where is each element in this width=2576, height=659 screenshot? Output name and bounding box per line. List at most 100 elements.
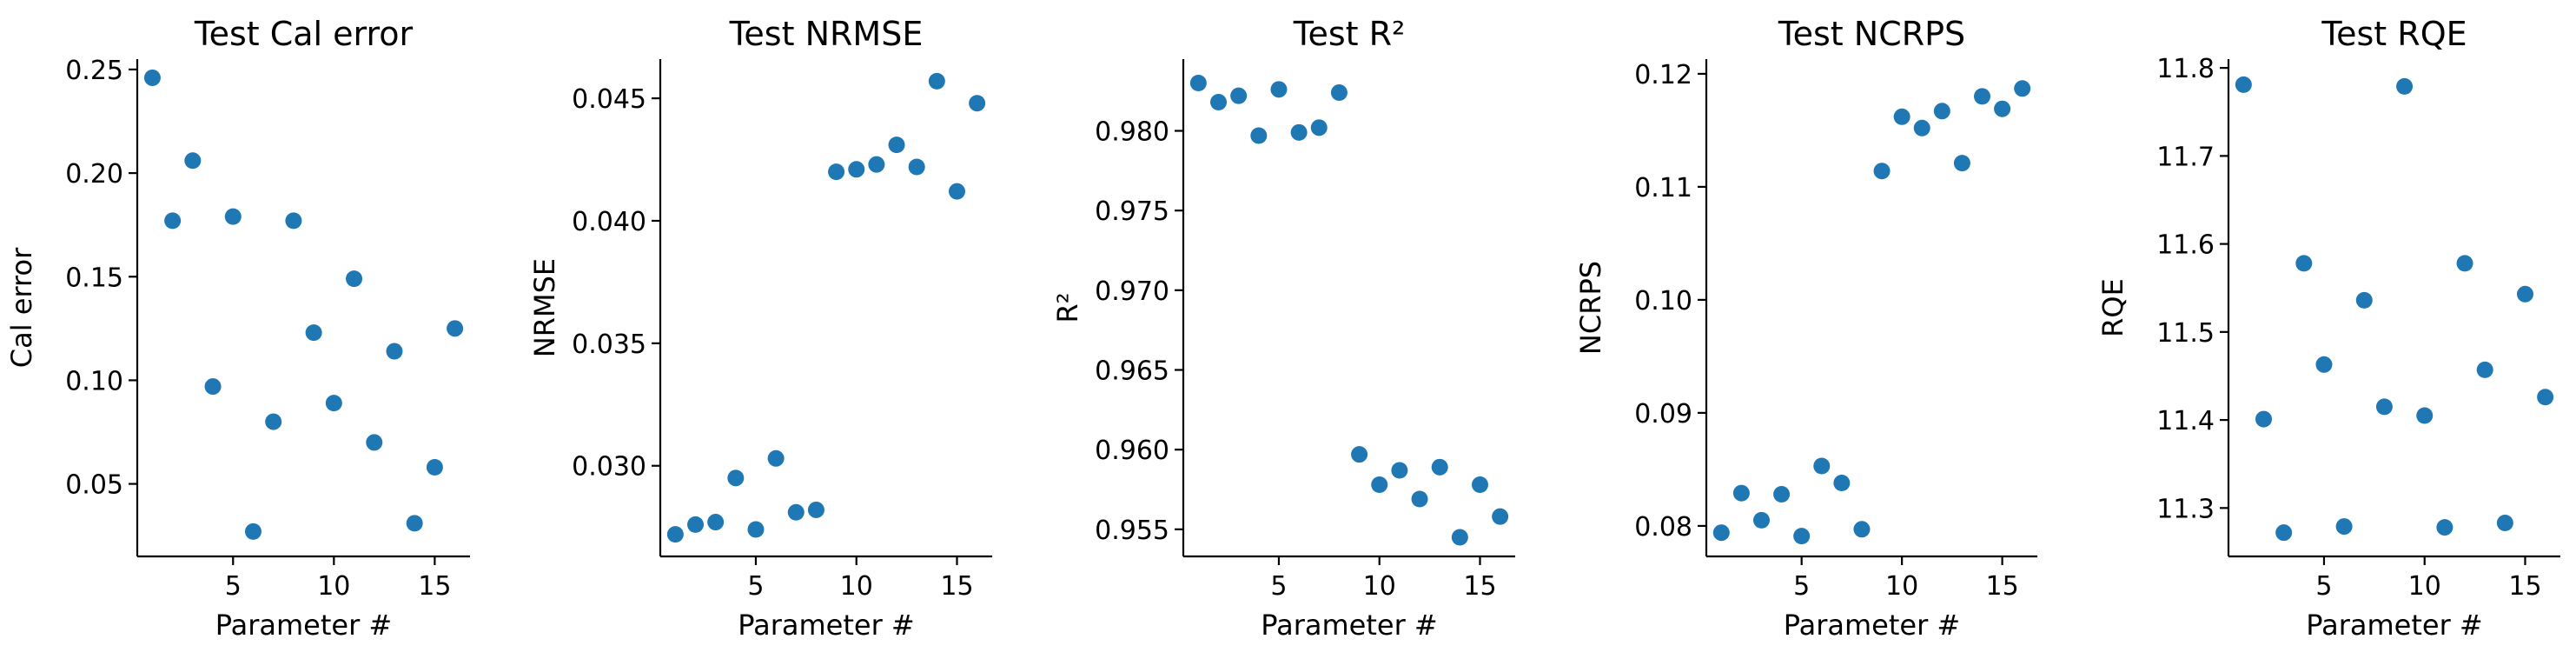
data-point [184,152,202,170]
data-point [447,320,464,337]
data-point [305,324,322,342]
data-point [1230,87,1248,104]
data-point [1351,446,1368,463]
data-point [1189,75,1207,91]
data-point [204,378,222,396]
data-point [2396,77,2414,95]
panel-ncrps: Test NCRPS Parameter # NCRPS 5 10 15 0.08 0.09 0… [1574,15,2037,642]
y-tick-label: 0.25 [65,56,123,86]
data-point [1913,119,1930,136]
data-point [406,515,423,532]
y-tick-label: 11.8 [2156,54,2215,84]
data-point [1431,458,1448,476]
x-tick-label: 5 [747,571,764,602]
y-tick-label: 11.3 [2156,494,2215,524]
data-point [848,161,865,178]
y-tick-label: 0.045 [572,84,646,115]
x-tick-label: 10 [2408,571,2441,602]
x-tick-label: 5 [225,571,242,602]
y-tick-label: 0.10 [1634,286,1692,316]
y-tick-label: 0.11 [1634,173,1692,203]
x-tick-label: 5 [1270,571,1287,602]
x-tick-label: 10 [1885,571,1918,602]
y-tick-label: 0.965 [1095,356,1169,387]
data-point [1210,94,1228,110]
y-tick-label: 0.955 [1095,516,1169,546]
data-point [143,69,161,86]
data-point [868,156,885,173]
data-point [888,136,905,154]
y-tick-label: 0.05 [65,470,123,501]
data-point [1732,484,1750,502]
y-tick-label: 11.4 [2156,406,2215,436]
data-point [908,158,925,176]
data-point [747,521,765,538]
chart-title: Test NCRPS [1778,15,1965,53]
data-point [2375,398,2393,416]
data-point [2516,285,2533,303]
data-point [1813,457,1831,475]
x-tick-label: 15 [418,571,451,602]
data-point [2014,80,2031,97]
data-point [1411,490,1428,508]
data-point [1994,100,2011,117]
data-point [1330,84,1348,101]
data-point [928,72,945,90]
y-tick-label: 0.980 [1095,117,1169,148]
data-point [1953,155,1970,172]
chart-title: Test R² [1293,15,1406,53]
data-point [1773,486,1791,503]
x-tick-label: 5 [2315,571,2332,602]
data-point [1712,524,1730,542]
x-tick-label: 10 [840,571,873,602]
y-tick-label: 0.20 [65,159,123,190]
data-point [1290,123,1308,141]
data-point [1974,88,1990,105]
data-point [666,526,684,543]
data-point [265,413,282,430]
y-tick-label: 0.040 [572,207,646,237]
x-tick-label: 10 [317,571,350,602]
y-tick-label: 0.970 [1095,276,1169,307]
chart-title: Test RQE [2321,15,2467,53]
y-tick-label: 0.030 [572,452,646,483]
x-tick-label: 10 [1363,571,1396,602]
data-point [366,434,383,451]
panel-r: Test R² Parameter # R² 5 10 15 0.955 0.960 0.965… [1051,15,1515,642]
data-point [1250,127,1268,144]
chart-title: Test NRMSE [729,15,924,53]
data-point [164,212,182,230]
x-axis-label: Parameter # [2306,609,2482,642]
data-point [285,212,302,230]
data-point [1753,511,1770,529]
panel-rqe: Test RQE Parameter # RQE 5 10 15 11.3 11.4 11.5 1… [2096,15,2560,642]
chart-title: Test Cal error [194,15,414,53]
y-axis-label: Cal error [5,247,38,368]
y-tick-label: 0.08 [1634,512,1692,543]
data-point [1270,81,1288,98]
data-point [325,395,342,412]
data-point [1833,475,1851,491]
data-point [828,163,845,181]
data-point [2295,255,2313,272]
data-point [2537,389,2554,406]
x-tick-label: 5 [1793,571,1810,602]
data-point [1471,476,1488,493]
y-tick-label: 11.5 [2156,318,2215,349]
data-point [727,469,745,487]
y-tick-label: 0.12 [1634,60,1692,90]
y-tick-label: 0.15 [65,263,123,293]
y-tick-label: 11.7 [2156,142,2215,172]
y-tick-label: 0.035 [572,330,646,360]
panel-cal-error: Test Cal error Parameter # Cal error 5 10 15 0… [5,15,470,642]
y-tick-label: 0.10 [65,366,123,396]
data-point [386,343,403,360]
data-point [2255,410,2273,428]
data-point [1492,508,1509,525]
data-point [1371,476,1388,493]
data-point [2355,291,2373,309]
data-point [1451,529,1468,546]
data-point [2235,76,2252,93]
data-point [707,514,725,531]
